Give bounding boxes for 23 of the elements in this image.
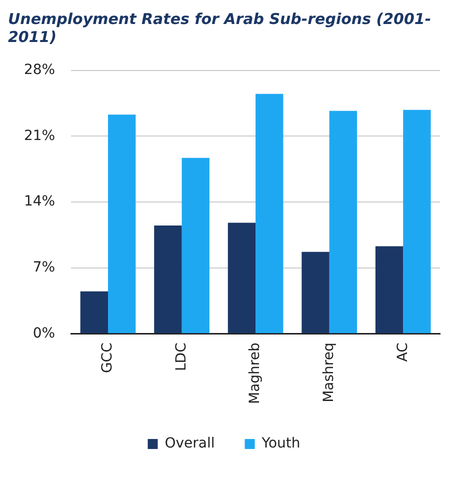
bar (375, 246, 404, 334)
x-tick-label: GCC (100, 342, 116, 374)
y-tick-label: 21% (24, 128, 56, 144)
legend-label: Overall (164, 436, 215, 452)
x-tick-label: AC (394, 342, 411, 362)
x-tick-label: Mashreq (320, 342, 337, 402)
bar (80, 291, 108, 334)
bar (108, 114, 136, 334)
bar (182, 158, 210, 334)
bar (403, 110, 431, 334)
x-tick-label: LDC (173, 342, 190, 371)
bar (154, 226, 182, 334)
bar (228, 222, 256, 334)
bar (256, 94, 284, 334)
chart-title: Unemployment Rates for Arab Sub-regions (2001-2011) (8, 10, 432, 46)
y-tick-label: 28% (24, 62, 56, 78)
legend-label: Youth (260, 436, 300, 452)
y-tick-label: 7% (32, 259, 56, 276)
y-tick-label: 14% (24, 194, 56, 210)
bar (302, 252, 330, 334)
y-tick-label: 0% (32, 325, 56, 342)
x-tick-label: Maghreb (247, 342, 264, 404)
bar (329, 110, 357, 334)
